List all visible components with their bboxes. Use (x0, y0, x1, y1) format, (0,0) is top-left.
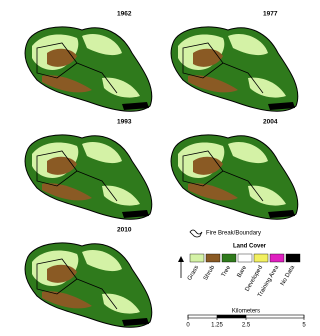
scale-tick-label: 0 (186, 323, 190, 329)
legend-swatch (254, 254, 268, 262)
legend-swatch (190, 254, 204, 262)
legend: Fire Break/Boundary Land Cover Kilometer… (178, 230, 306, 329)
scale-bar-fill (217, 315, 246, 318)
legend-title: Land Cover (233, 244, 267, 250)
map (171, 135, 298, 219)
map (171, 27, 298, 111)
legend-swatch (222, 254, 236, 262)
scale-tick-label: 2.5 (242, 323, 251, 329)
year-label: 2010 (117, 227, 132, 234)
legend-swatch (206, 254, 220, 262)
legend-swatch (238, 254, 252, 262)
scale-tick-label: 5 (302, 323, 306, 329)
legend-label: No Data (280, 264, 297, 287)
scale-title: Kilometers (232, 309, 260, 315)
year-label: 2004 (263, 119, 278, 126)
north-arrow-head (178, 256, 184, 262)
legend-label: Shrub (203, 264, 217, 281)
boundary-label: Fire Break/Boundary (206, 231, 261, 237)
year-label: 1977 (263, 11, 278, 18)
legend-label: Tree (221, 264, 233, 278)
legend-label: Bare (237, 264, 249, 279)
legend-swatch (286, 254, 300, 262)
map (25, 135, 152, 219)
boundary-swatch (190, 230, 202, 237)
figure: 1962 1977 1993 2004 2010 Fire Break/Boundary… (0, 0, 317, 336)
legend-label: Grass (187, 265, 200, 282)
year-label: 1962 (117, 11, 132, 18)
map (25, 27, 152, 111)
scale-tick-label: 1.25 (211, 323, 223, 329)
legend-swatch (270, 254, 284, 262)
map (25, 243, 152, 327)
year-label: 1993 (117, 119, 132, 126)
